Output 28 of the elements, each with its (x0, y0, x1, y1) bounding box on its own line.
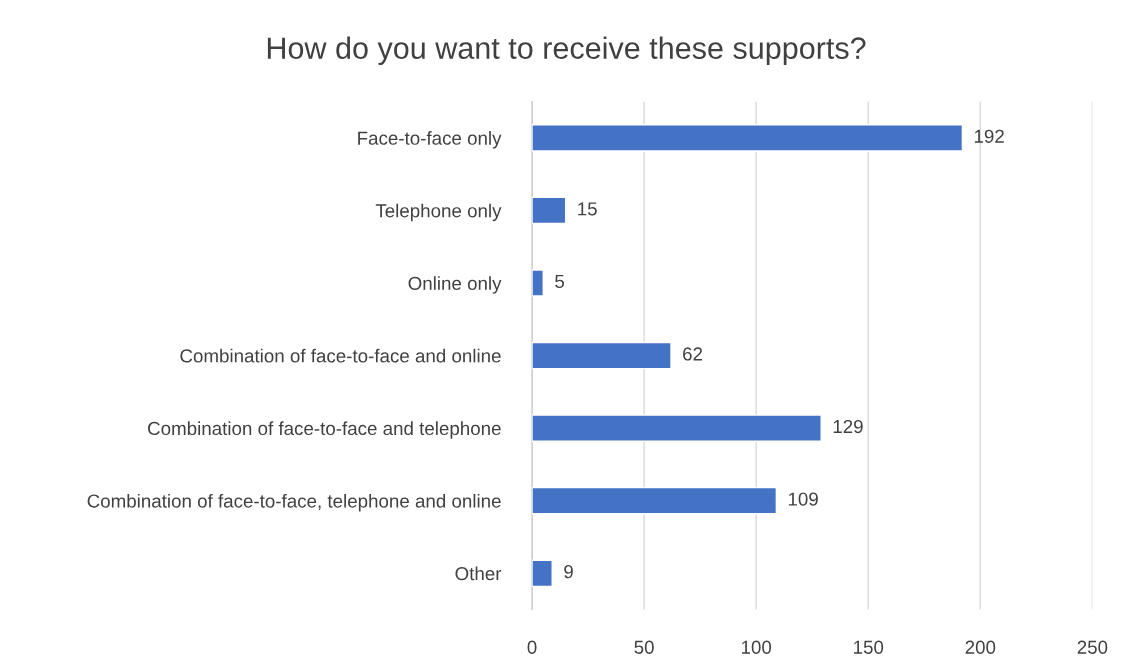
x-tick-label: 250 (1077, 640, 1108, 654)
bar (532, 341, 672, 370)
bar (532, 559, 553, 588)
y-tick-label: Face-to-face only (358, 131, 502, 149)
y-tick-label: Other (455, 566, 502, 581)
x-tick-label: 150 (854, 640, 884, 654)
data-label: 109 (788, 492, 818, 506)
data-label: 62 (683, 347, 703, 361)
data-label: 9 (564, 565, 573, 579)
data-label: 192 (974, 129, 1004, 143)
chart-title: How do you want to receive these supports? (267, 36, 866, 65)
y-tick-label: Telephone only (375, 203, 502, 222)
bar (532, 414, 822, 442)
bar (532, 486, 778, 515)
x-tick-label: 200 (965, 640, 996, 654)
y-tick-label: Online only (408, 276, 502, 294)
y-tick-label: Combination of face-to-face and telephone (148, 421, 501, 439)
bar (532, 269, 544, 297)
data-label: 129 (833, 419, 863, 434)
y-tick-label: Combination of face-to-face, telephone and online (87, 493, 501, 512)
data-label: 5 (555, 274, 564, 289)
x-tick-label: 50 (634, 640, 654, 654)
bar (532, 124, 964, 152)
x-tick-label: 0 (527, 640, 537, 654)
x-tick-label: 100 (741, 640, 772, 654)
bar (532, 196, 567, 225)
data-label: 15 (578, 202, 597, 216)
y-tick-label: Combination of face-to-face and online (180, 348, 501, 363)
